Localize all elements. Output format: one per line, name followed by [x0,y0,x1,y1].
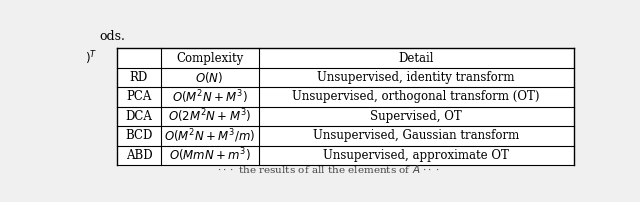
Text: $O(N)$: $O(N)$ [195,70,224,85]
Text: Unsupervised, identity transform: Unsupervised, identity transform [317,71,515,84]
Text: Supervised, OT: Supervised, OT [370,110,462,123]
Text: DCA: DCA [125,110,152,123]
Text: PCA: PCA [126,90,152,103]
Text: BCD: BCD [125,129,152,142]
Text: $O(MmN + m^3)$: $O(MmN + m^3)$ [169,146,250,164]
Text: ods.: ods. [100,31,125,43]
Text: RD: RD [130,71,148,84]
Text: Unsupervised, orthogonal transform (OT): Unsupervised, orthogonal transform (OT) [292,90,540,103]
Text: $)^T$: $)^T$ [85,49,97,67]
Text: $O(2M^2N + M^3)$: $O(2M^2N + M^3)$ [168,108,252,125]
Text: $\cdot\cdot\cdot$ the results of all the elements of $A$ $\cdot\cdot\cdot$: $\cdot\cdot\cdot$ the results of all the… [217,163,439,175]
Text: $O(M^2N + M^3)$: $O(M^2N + M^3)$ [172,88,248,106]
Text: ABD: ABD [125,149,152,162]
Text: Unsupervised, Gaussian transform: Unsupervised, Gaussian transform [313,129,519,142]
Text: Detail: Detail [398,52,434,65]
Text: $O(M^2N + M^3/m)$: $O(M^2N + M^3/m)$ [164,127,255,145]
Text: Complexity: Complexity [176,52,243,65]
Text: Unsupervised, approximate OT: Unsupervised, approximate OT [323,149,509,162]
